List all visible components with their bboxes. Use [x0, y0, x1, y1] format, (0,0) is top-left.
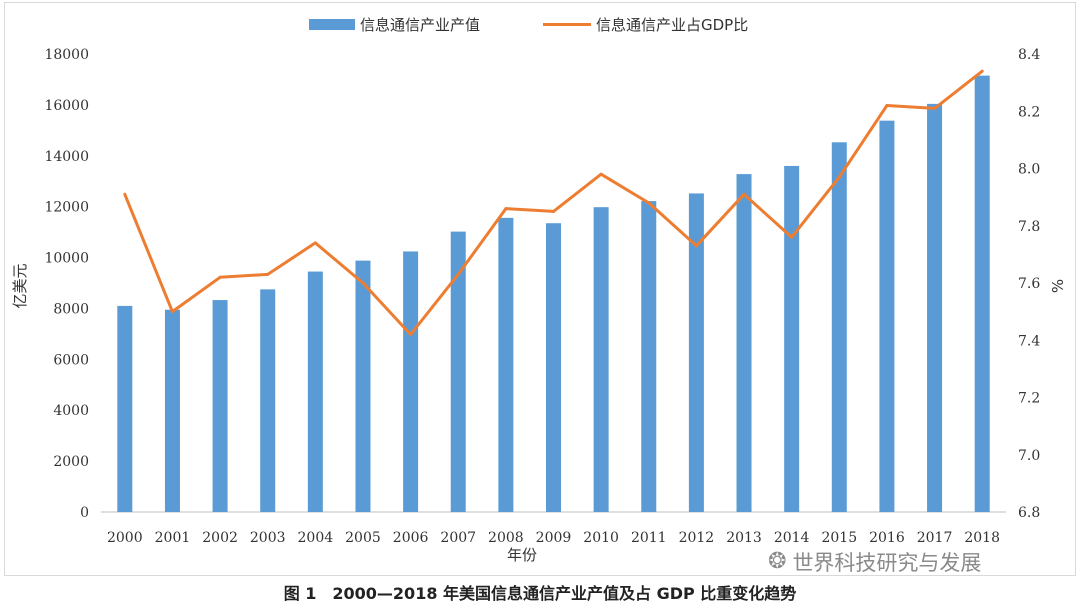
bar	[974, 75, 990, 512]
y-axis-left-title: 亿美元	[11, 263, 29, 308]
line-point	[790, 235, 794, 239]
x-tick-label: 2015	[821, 530, 857, 546]
legend: 信息通信产业产值 信息通信产业占GDP比	[309, 16, 748, 34]
bar	[450, 231, 466, 512]
y-left-tick-label: 10000	[44, 251, 89, 267]
line-point	[456, 272, 460, 276]
line-point	[552, 209, 555, 213]
x-axis-ticks: 2000 2001 2002 2003 2004 2005 2006 2007 2008 2009…	[107, 530, 1000, 546]
y-left-tick-label: 4000	[53, 403, 89, 419]
bar	[927, 103, 943, 513]
y-left-tick-label: 18000	[44, 47, 89, 63]
line-point	[647, 201, 651, 205]
line-point	[694, 244, 698, 248]
x-tick-label: 2013	[726, 530, 762, 546]
x-tick-label: 2008	[488, 530, 524, 546]
chart-area: 信息通信产业产值 信息通信产业占GDP比 0 2000 4000 6000 8000 10…	[4, 2, 1076, 576]
bar-series	[117, 75, 990, 513]
x-tick-label: 2016	[869, 530, 905, 546]
x-tick-label: 2018	[964, 530, 1000, 546]
y-left-tick-label: 8000	[53, 301, 89, 317]
y-right-tick-label: 8.2	[1018, 104, 1040, 120]
y-axis-right-title: %	[1049, 279, 1067, 293]
line-point	[409, 333, 413, 337]
bar	[546, 223, 561, 512]
legend-label-bar: 信息通信产业产值	[360, 16, 480, 34]
x-axis-title: 年份	[507, 546, 537, 564]
x-tick-label: 2005	[345, 530, 381, 546]
bar	[307, 271, 323, 512]
x-tick-label: 2002	[202, 530, 238, 546]
bar	[879, 120, 895, 513]
bar	[784, 165, 800, 512]
x-tick-label: 2009	[536, 530, 572, 546]
bar	[212, 300, 228, 512]
bar	[593, 207, 609, 513]
legend-swatch-bar	[309, 19, 355, 30]
x-tick-label: 2010	[583, 530, 619, 546]
line-point	[266, 272, 270, 276]
x-tick-label: 2001	[155, 530, 191, 546]
y-right-tick-label: 7.8	[1018, 219, 1040, 235]
y-right-tick-label: 7.6	[1018, 276, 1040, 292]
y-right-tick-label: 7.4	[1018, 333, 1040, 349]
y-right-tick-label: 8.4	[1018, 47, 1040, 63]
bar	[117, 305, 133, 512]
y-right-tick-label: 8.0	[1018, 162, 1040, 178]
line-point	[504, 207, 508, 211]
line-point	[361, 281, 365, 285]
line-point	[933, 106, 937, 110]
y-left-tick-label: 0	[80, 505, 89, 521]
y-right-tick-label: 6.8	[1018, 505, 1040, 521]
line-point	[885, 104, 889, 108]
x-tick-label: 2007	[440, 530, 476, 546]
watermark-text: 世界科技研究与发展	[792, 551, 982, 575]
line-point	[170, 310, 174, 314]
bar	[498, 217, 514, 512]
figure-caption: 图 1 2000—2018 年美国信息通信产业产值及占 GDP 比重变化趋势	[283, 584, 797, 603]
x-tick-label: 2012	[679, 530, 715, 546]
y-left-tick-label: 14000	[44, 149, 89, 165]
y-right-tick-label: 7.2	[1018, 391, 1040, 407]
bar	[355, 260, 371, 512]
watermark: ❂ 世界科技研究与发展	[768, 547, 981, 577]
x-tick-label: 2011	[631, 530, 667, 546]
legend-label-line: 信息通信产业占GDP比	[596, 16, 748, 34]
x-tick-label: 2004	[298, 530, 334, 546]
bar	[641, 201, 657, 512]
right-axis-ticks: 6.8 7.0 7.2 7.4 7.6 7.8 8.0 8.2 8.4	[1018, 47, 1040, 521]
line-point	[218, 275, 222, 279]
line-point	[599, 172, 603, 176]
x-tick-label: 2006	[393, 530, 429, 546]
bar	[260, 289, 276, 512]
bar	[164, 309, 180, 512]
line-series	[123, 69, 984, 337]
x-tick-label: 2000	[107, 530, 143, 546]
line-point	[837, 175, 841, 179]
y-left-tick-label: 12000	[44, 200, 89, 216]
y-left-tick-label: 6000	[53, 352, 89, 368]
line-point	[123, 192, 127, 196]
line-point	[980, 69, 984, 73]
x-tick-label: 2003	[250, 530, 286, 546]
bar	[403, 251, 419, 512]
combo-chart: 信息通信产业产值 信息通信产业占GDP比 0 2000 4000 6000 8000 10…	[11, 16, 1067, 564]
line-point	[742, 192, 746, 196]
y-right-tick-label: 7.0	[1018, 448, 1040, 464]
y-left-tick-label: 2000	[53, 454, 89, 470]
left-axis-ticks: 0 2000 4000 6000 8000 10000 12000 14000 16000 180…	[44, 47, 89, 521]
x-tick-label: 2014	[774, 530, 810, 546]
bar	[831, 142, 847, 512]
wechat-icon: ❂	[768, 549, 787, 574]
x-tick-label: 2017	[917, 530, 953, 546]
line-point	[313, 241, 317, 245]
bar	[736, 174, 752, 512]
y-left-tick-label: 16000	[44, 98, 89, 114]
bar	[688, 193, 704, 513]
